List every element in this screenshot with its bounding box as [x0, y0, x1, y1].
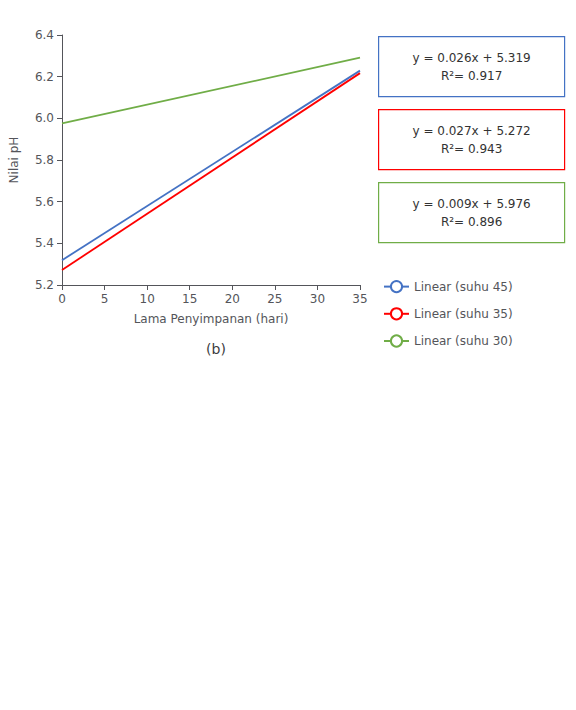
svg-text:5.4: 5.4 [35, 236, 54, 250]
svg-text:5.6: 5.6 [35, 195, 54, 209]
svg-text:Lama Penyimpanan (hari): Lama Penyimpanan (hari) [134, 312, 289, 326]
svg-text:30: 30 [310, 292, 325, 306]
svg-text:35: 35 [352, 292, 367, 306]
svg-text:Nilai pH: Nilai pH [7, 137, 21, 184]
svg-text:R²= 0.943: R²= 0.943 [441, 142, 502, 156]
svg-text:20: 20 [225, 292, 240, 306]
svg-text:(b): (b) [206, 341, 226, 357]
svg-text:6.2: 6.2 [35, 70, 54, 84]
svg-text:R²= 0.896: R²= 0.896 [441, 215, 502, 229]
svg-text:10: 10 [140, 292, 155, 306]
svg-text:0: 0 [58, 292, 66, 306]
svg-text:6.4: 6.4 [35, 28, 54, 42]
svg-text:5: 5 [101, 292, 109, 306]
svg-text:Linear (suhu 30): Linear (suhu 30) [414, 334, 513, 348]
svg-text:y = 0.026x + 5.319: y = 0.026x + 5.319 [412, 51, 530, 65]
svg-text:y = 0.027x + 5.272: y = 0.027x + 5.272 [412, 124, 530, 138]
svg-text:15: 15 [182, 292, 197, 306]
svg-text:6.0: 6.0 [35, 111, 54, 125]
svg-text:5.8: 5.8 [35, 153, 54, 167]
svg-text:Linear (suhu 35): Linear (suhu 35) [414, 307, 513, 321]
svg-text:25: 25 [267, 292, 282, 306]
svg-text:5.2: 5.2 [35, 278, 54, 292]
svg-text:y = 0.009x + 5.976: y = 0.009x + 5.976 [412, 197, 530, 211]
svg-text:Linear (suhu 45): Linear (suhu 45) [414, 280, 513, 294]
svg-text:R²= 0.917: R²= 0.917 [441, 69, 502, 83]
